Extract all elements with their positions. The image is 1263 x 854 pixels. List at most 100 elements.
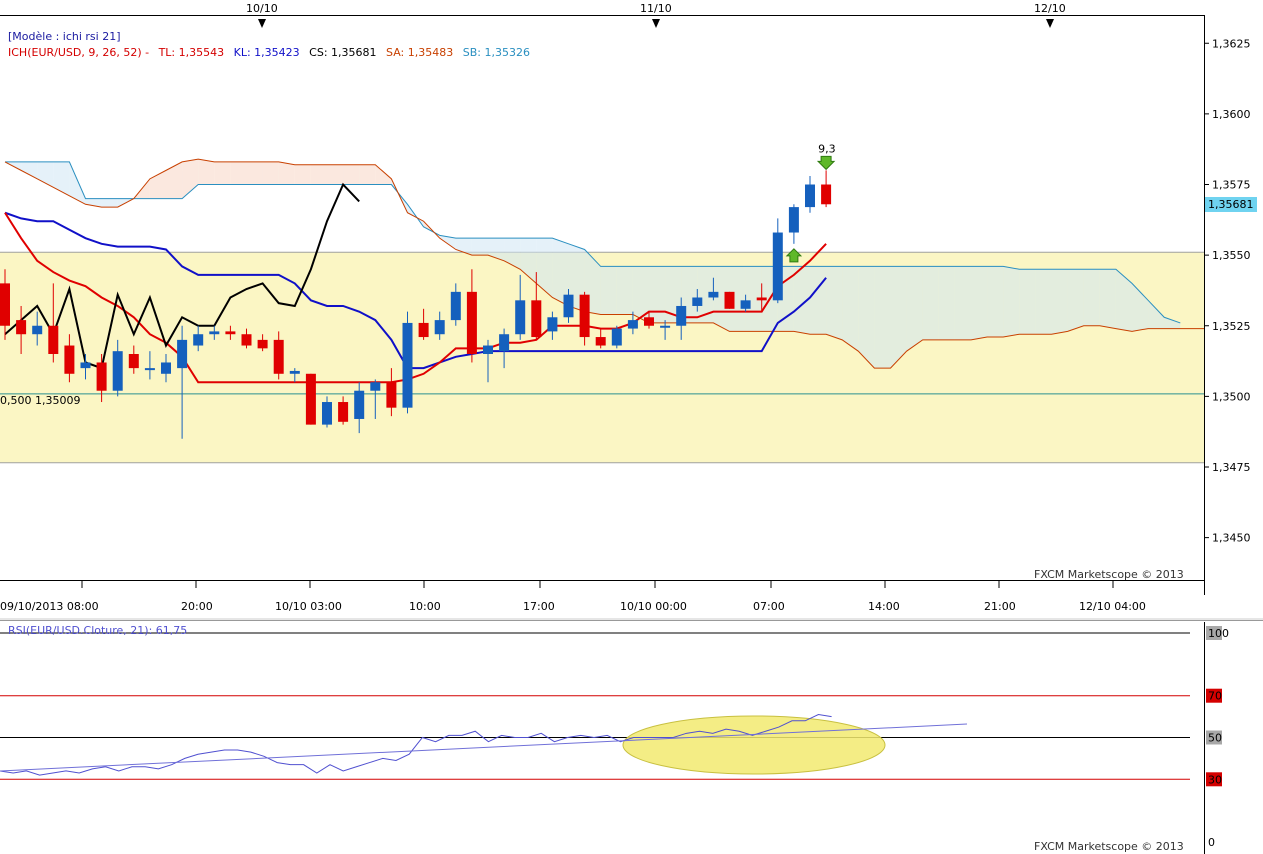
candle-body-34 bbox=[547, 317, 558, 332]
cloud-segment-15 bbox=[246, 161, 263, 185]
candle-body-29 bbox=[466, 291, 477, 354]
candle-body-16 bbox=[257, 339, 268, 349]
cloud-segment-49 bbox=[793, 266, 810, 335]
candle-body-21 bbox=[338, 402, 349, 422]
price-tick-label-1: 1,3600 bbox=[1212, 108, 1251, 121]
candle-body-4 bbox=[64, 345, 75, 374]
price-tick-label-2: 1,3575 bbox=[1212, 179, 1251, 192]
candle-body-33 bbox=[531, 300, 542, 338]
cloud-segment-17 bbox=[278, 161, 295, 185]
candle-17 bbox=[273, 331, 284, 380]
candle-39 bbox=[627, 311, 638, 335]
candle-body-35 bbox=[563, 294, 574, 318]
candle-body-41 bbox=[660, 325, 671, 328]
cloud-segment-19 bbox=[310, 164, 327, 185]
candle-46 bbox=[740, 294, 751, 312]
price-axis[interactable]: 1,3625 1,3600 1,3575 1,3550 1,3525 1,3500 1,34… bbox=[1204, 15, 1263, 595]
cloud-segment-68 bbox=[1099, 269, 1116, 329]
cloud-segment-30 bbox=[488, 238, 505, 261]
candle-body-31 bbox=[499, 334, 510, 352]
candle-body-3 bbox=[48, 325, 59, 354]
candle-body-20 bbox=[322, 402, 332, 425]
candle-34 bbox=[547, 311, 558, 340]
candle-body-51 bbox=[821, 184, 832, 205]
candle-27 bbox=[434, 311, 445, 340]
price-panel[interactable]: 9,3 [Modèle : ichi rsi 21] ICH(EUR/USD, … bbox=[0, 15, 1213, 581]
cloud-segment-5 bbox=[85, 198, 102, 208]
cloud-segment-51 bbox=[826, 266, 843, 340]
candle-4 bbox=[64, 334, 75, 383]
candle-24 bbox=[386, 368, 397, 417]
rsi-title: RSI(EUR/USD.Cloture, 21): 61,75 bbox=[8, 624, 187, 637]
candle-21 bbox=[338, 396, 349, 425]
chikou-span-line bbox=[4, 182, 360, 370]
cloud-segment-27 bbox=[439, 235, 456, 250]
rsi-axis[interactable]: 100 70 50 30 0 bbox=[1204, 622, 1230, 854]
sell-arrow-icon bbox=[816, 155, 836, 171]
candle-38 bbox=[611, 325, 622, 349]
price-tick-label-7: 1,3450 bbox=[1212, 532, 1251, 545]
cloud-segment-13 bbox=[214, 161, 231, 185]
price-tick-label-4: 1,3525 bbox=[1212, 320, 1251, 333]
cloud-segment-72 bbox=[1164, 317, 1181, 329]
candle-22 bbox=[354, 382, 365, 434]
price-tick-label-6: 1,3475 bbox=[1212, 461, 1251, 474]
rsi-tick-background-2 bbox=[1206, 730, 1222, 745]
candle-body-45 bbox=[724, 291, 735, 309]
candle-3 bbox=[48, 283, 59, 363]
cloud-segment-29 bbox=[471, 238, 488, 256]
cloud-segment-43 bbox=[697, 266, 714, 323]
top-date-axis: 10/10 11/10 12/10 bbox=[0, 2, 1204, 28]
candle-32 bbox=[515, 274, 526, 340]
candle-25 bbox=[402, 311, 413, 414]
cloud-segment-52 bbox=[842, 266, 859, 352]
candle-8 bbox=[128, 345, 139, 374]
candle-body-24 bbox=[386, 382, 397, 408]
candle-43 bbox=[692, 289, 703, 312]
candle-body-11 bbox=[177, 339, 188, 369]
cloud-segment-11 bbox=[182, 159, 199, 199]
candle-body-47 bbox=[756, 297, 767, 301]
candle-body-50 bbox=[805, 184, 815, 208]
cloud-segment-59 bbox=[954, 266, 971, 340]
candle-36 bbox=[579, 291, 590, 346]
watermark-rsi: FXCM Marketscope © 2013 bbox=[1034, 840, 1184, 853]
cloud-segment-16 bbox=[262, 161, 279, 185]
cloud-segment-45 bbox=[729, 266, 746, 332]
candle-body-5 bbox=[80, 362, 91, 369]
candle-50 bbox=[805, 176, 815, 213]
candle-42 bbox=[676, 297, 687, 340]
rsi-highlight-ellipse bbox=[622, 715, 886, 775]
candle-30 bbox=[483, 339, 493, 383]
candle-body-13 bbox=[209, 331, 220, 335]
cloud-segment-38 bbox=[616, 266, 633, 315]
candle-body-1 bbox=[16, 320, 27, 335]
rsi-ellipse bbox=[622, 715, 886, 775]
candle-12 bbox=[193, 325, 204, 352]
candle-28 bbox=[450, 283, 461, 326]
cloud-segment-40 bbox=[649, 266, 666, 323]
price-axis-background bbox=[1204, 15, 1263, 595]
candle-body-18 bbox=[289, 370, 300, 374]
candle-body-7 bbox=[112, 351, 123, 391]
kijun-sen-line bbox=[4, 211, 827, 370]
rsi-panel[interactable]: RSI(EUR/USD.Cloture, 21): 61,75 FXCM Mar… bbox=[0, 622, 1204, 854]
cloud-segment-65 bbox=[1051, 269, 1068, 335]
candle-body-9 bbox=[144, 368, 155, 371]
candle-body-15 bbox=[241, 334, 252, 346]
candle-48 bbox=[772, 218, 783, 304]
top-date-marker-icon-2 bbox=[1046, 19, 1054, 28]
cloud-segment-31 bbox=[504, 238, 521, 270]
rsi-tick-label-4: 0 bbox=[1208, 836, 1215, 849]
cloud-segment-4 bbox=[69, 161, 86, 205]
cloud-segment-3 bbox=[53, 161, 70, 196]
candle-16 bbox=[257, 334, 268, 352]
price-tick-label-0: 1,3625 bbox=[1212, 37, 1251, 50]
top-date-marker-icon-1 bbox=[652, 19, 660, 28]
cloud-segment-66 bbox=[1067, 269, 1084, 332]
cloud-segment-71 bbox=[1148, 300, 1165, 329]
time-axis[interactable]: 09/10/2013 08:00 20:00 10/10 03:00 10:00 17:… bbox=[0, 580, 1204, 613]
cloud-segment-55 bbox=[890, 266, 907, 369]
time-tick-label-3: 10:00 bbox=[409, 600, 441, 613]
cloud-segment-61 bbox=[987, 266, 1004, 338]
